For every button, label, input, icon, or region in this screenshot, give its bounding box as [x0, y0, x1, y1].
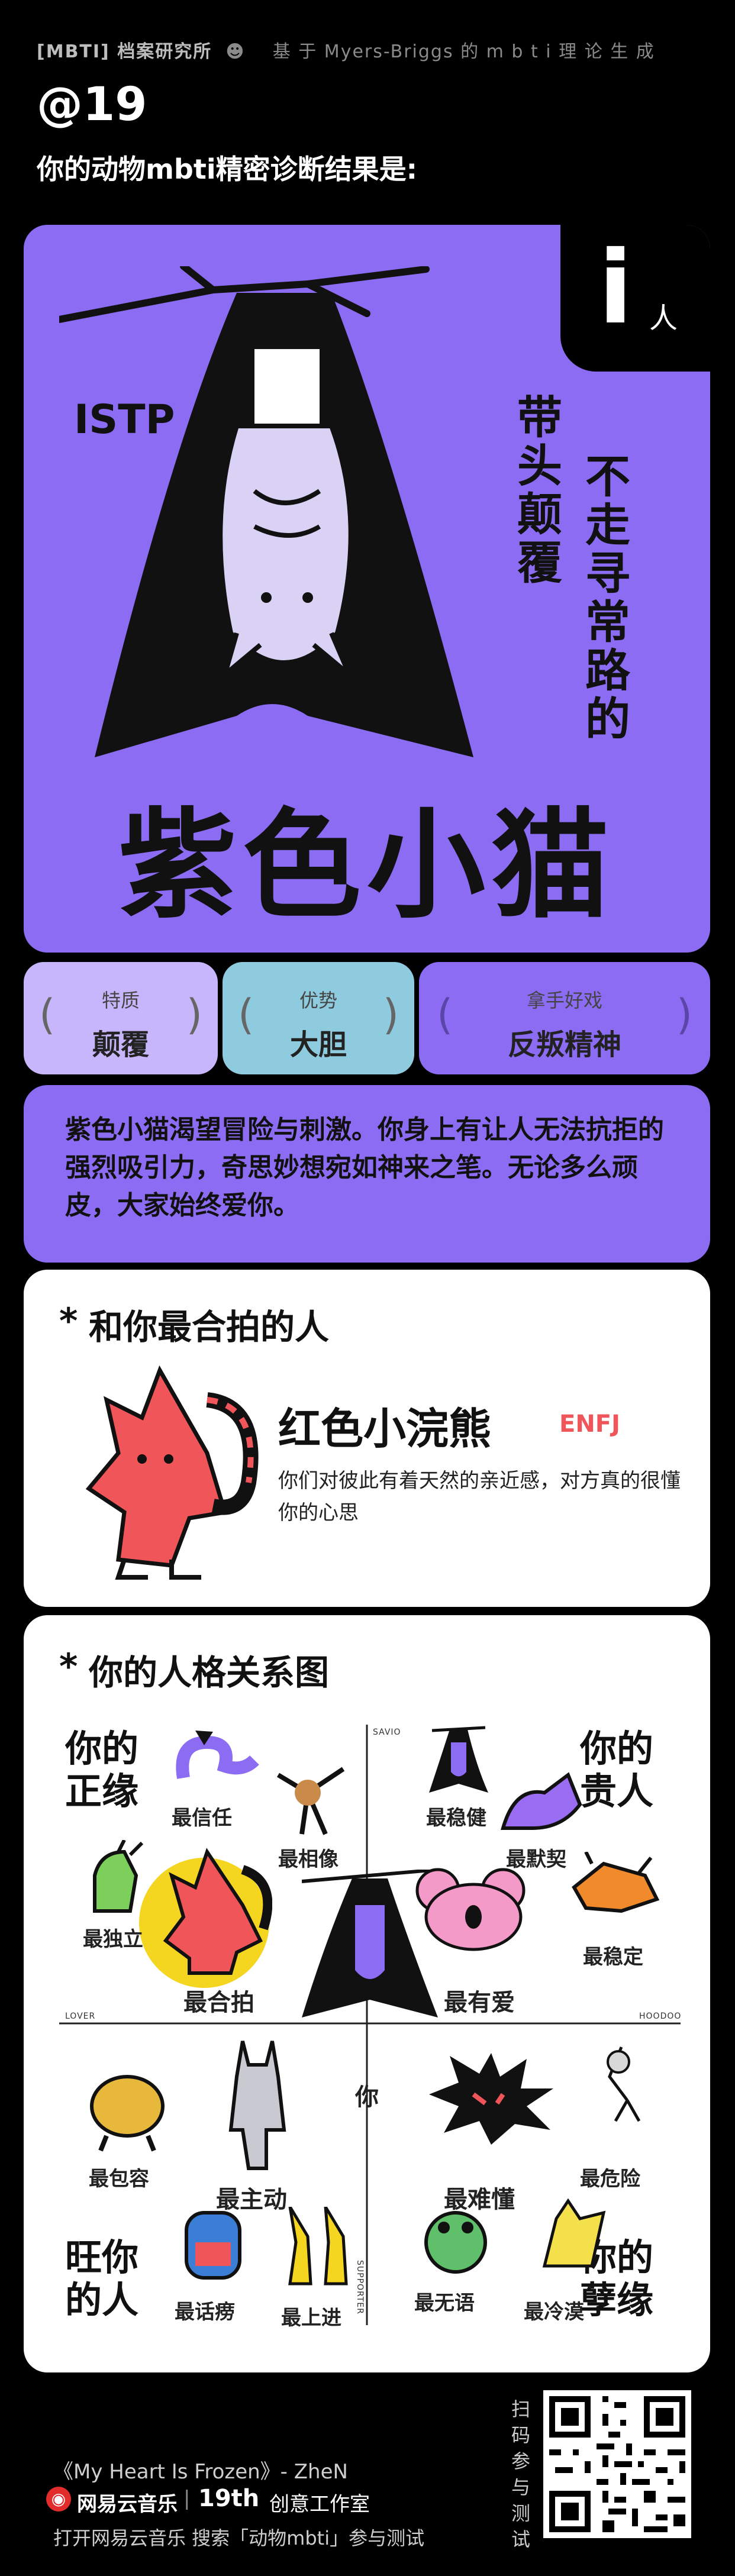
smile-icon: ☻ [218, 41, 266, 62]
rel-ambitious: 最上进 [281, 2306, 341, 2330]
asterisk-icon: * [59, 1300, 78, 1342]
trait-title: 拿手好戏 [526, 989, 602, 1012]
axis-top-label: SAVIO [373, 1728, 401, 1737]
rel-stable: 最稳定 [583, 1945, 643, 1969]
corner-destined: 你的正缘 [65, 1727, 139, 1813]
corner-benefactor: 你的贵人 [580, 1727, 654, 1813]
laurel-right-icon: ) [676, 990, 692, 1039]
letter-badge: i 人 [560, 225, 710, 372]
studio-name: 创意工作室 [269, 2493, 370, 2516]
trait-line-1: 带头颠覆 [517, 391, 562, 589]
rel-chatty: 最话痨 [175, 2300, 235, 2324]
rel-dangerous: 最危险 [580, 2167, 640, 2191]
letter: i [598, 230, 633, 347]
laurel-left-icon: ( [238, 990, 254, 1039]
rel-cold: 最冷漠 [524, 2300, 584, 2324]
laurel-left-icon: ( [437, 990, 453, 1039]
rel-speechless: 最无语 [414, 2291, 475, 2315]
trait-value: 颠覆 [92, 1028, 149, 1061]
trait-pill-feature: ( ) 特质 颠覆 [24, 962, 218, 1074]
trait-pill-strength: ( ) 优势 大胆 [223, 962, 414, 1074]
red-raccoon-illustration [85, 1365, 259, 1580]
song-credit: 《My Heart Is Frozen》- ZheN [53, 2460, 348, 2484]
asterisk-icon: * [59, 1646, 78, 1687]
corner-bad-fate: 你的孽缘 [580, 2236, 654, 2322]
purple-cat-illustration [59, 266, 473, 757]
result-card: i 人 ISTP 带头颠覆 不走寻常路的 紫色小猫 [24, 225, 710, 953]
rel-independent: 最独立 [83, 1928, 143, 1951]
app-name: 网易云音乐 [77, 2493, 178, 2516]
rel-hard-to-read: 最难懂 [444, 2186, 515, 2213]
rel-steady: 最稳健 [426, 1806, 486, 1830]
footer-divider: | [183, 2487, 191, 2510]
rel-tolerant: 最包容 [89, 2167, 149, 2191]
gray-bird-icon [607, 2046, 641, 2122]
top-bar: [MBTI] 档案研究所 ☻ 基 于 Myers-Briggs 的 m b t … [37, 37, 655, 63]
trait-value: 大胆 [289, 1028, 347, 1061]
result-subtitle: 你的动物mbti精密诊断结果是: [37, 153, 418, 185]
gray-wolf-icon [228, 2041, 286, 2170]
axis-left-label: LOVER [65, 2012, 96, 2021]
trait-title: 优势 [299, 989, 337, 1012]
center-you: 你 [355, 2084, 379, 2111]
trait-line-2: 不走寻常路的 [585, 450, 630, 745]
studio-number: 19th [198, 2485, 260, 2512]
netease-logo-icon: ◉ [46, 2487, 71, 2512]
laurel-right-icon: ) [186, 990, 202, 1039]
purple-snake-icon [176, 1731, 259, 1779]
rel-best-match: 最合拍 [183, 1989, 254, 2016]
purple-cat-center-icon [302, 1870, 438, 2017]
match-name: 红色小浣熊 [278, 1404, 492, 1454]
result-number: @19 [37, 78, 147, 131]
laurel-right-icon: ) [382, 990, 399, 1039]
qr-code[interactable] [543, 2390, 691, 2538]
rel-trust: 最信任 [172, 1806, 232, 1830]
rel-similar: 最相像 [278, 1848, 339, 1871]
yellow-cat-icon [542, 2198, 606, 2268]
scan-label: 扫码参与测试 [511, 2398, 530, 2551]
trait-pill-skill: ( ) 拿手好戏 反叛精神 [419, 962, 710, 1074]
yellow-rabbits-icon [288, 2207, 348, 2286]
green-dragon-icon [93, 1840, 144, 1913]
corner-booster: 旺你的人 [65, 2236, 139, 2322]
orange-fox-icon [572, 1852, 660, 1913]
rel-tacit: 最默契 [506, 1848, 566, 1871]
brown-bird-icon [276, 1767, 345, 1835]
description: 紫色小猫渴望冒险与刺激。你身上有让人无法抗拒的强烈吸引力，奇思妙想宛如神来之笔。… [24, 1085, 710, 1263]
tagline: 基 于 Myers-Briggs 的 m b t i 理 论 生 成 [272, 41, 655, 62]
relations-heading: 你的人格关系图 [89, 1652, 330, 1693]
pink-koala-icon [415, 1868, 526, 1951]
black-hedgehog-icon [429, 2053, 553, 2145]
laurel-left-icon: ( [39, 990, 56, 1039]
cta-text: 打开网易云音乐 搜索「动物mbti」参与测试 [53, 2527, 425, 2549]
match-mbti: ENFJ [559, 1410, 621, 1438]
red-raccoon-icon [163, 1848, 272, 1975]
blue-bear-icon [185, 2211, 241, 2280]
yellow-lion-icon [90, 2075, 165, 2152]
trait-title: 特质 [101, 989, 140, 1012]
rel-proactive: 最主动 [216, 2186, 287, 2213]
relations-card: * 你的人格关系图 SAVIO LOVER HOODOO SUPPORTER 你… [24, 1615, 710, 2372]
purple-cat-small-icon [429, 1726, 488, 1793]
match-text: 你们对彼此有着天然的亲近感，对方真的很懂你的心思 [278, 1469, 681, 1525]
purple-fox-icon [501, 1772, 582, 1830]
green-frog-icon [424, 2211, 487, 2274]
mbti-code: ISTP [74, 396, 175, 443]
animal-name: 紫色小猫 [118, 797, 615, 935]
letter-label: 人 [649, 302, 678, 335]
brand-label: [MBTI] 档案研究所 [37, 41, 212, 62]
trait-value: 反叛精神 [507, 1028, 621, 1061]
match-card: * 和你最合拍的人 红色小浣熊 ENFJ 你们对彼此有着天然的亲近感，对方真的很… [24, 1270, 710, 1607]
rel-loving: 最有爱 [444, 1989, 515, 2016]
match-heading: 和你最合拍的人 [89, 1307, 330, 1347]
axis-bottom-label: SUPPORTER [355, 2260, 365, 2314]
axis-right-label: HOODOO [639, 2012, 682, 2021]
